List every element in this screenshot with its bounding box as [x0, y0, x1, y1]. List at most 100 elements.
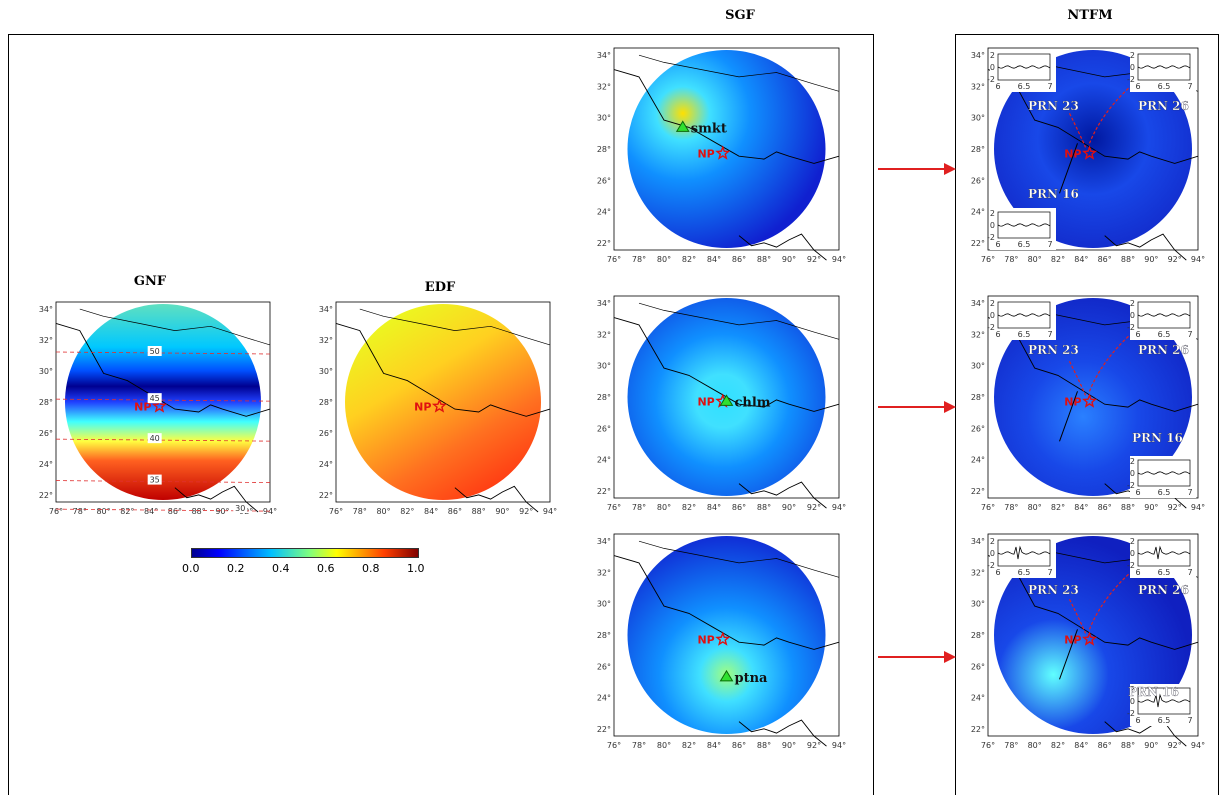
lat-tick-label: 24° [971, 208, 985, 217]
lon-tick-label: 86° [168, 507, 182, 516]
lon-tick-label: 82° [120, 507, 134, 516]
satellite-track [1068, 113, 1087, 148]
epicenter-star [715, 145, 731, 160]
contour-line [55, 438, 271, 442]
inset-background [990, 208, 1056, 250]
border-line [638, 54, 840, 92]
lon-tick-label: 88° [1121, 255, 1135, 264]
lon-tick-label: 76° [607, 741, 621, 750]
inset-x-tick: 7 [1187, 82, 1192, 91]
lon-tick-label: 92° [519, 507, 533, 516]
satellite-track [1059, 391, 1078, 442]
inset-background [1130, 456, 1196, 498]
title-edf: EDF [424, 280, 456, 295]
lat-tick-label: 24° [319, 460, 333, 469]
border-line [638, 540, 840, 578]
inset-y-tick: 2 [990, 299, 995, 308]
inset-y-tick: 0 [990, 311, 995, 320]
satellite-track [1088, 334, 1130, 392]
satellite-track [1059, 629, 1078, 680]
lon-tick-label: 78° [1004, 255, 1018, 264]
inset-x-tick: 6.5 [1018, 240, 1031, 249]
epicenter-star [1081, 393, 1098, 408]
lon-tick-label: 94° [832, 503, 846, 512]
lat-tick-label: 22° [597, 239, 611, 248]
inset-y-tick: 0 [1130, 697, 1135, 706]
map-ntfm-2: 76° 78° 80° 82° 84° 86° 88° 90° 92° 94° 34° 32° 30° 2… [960, 284, 1210, 520]
inset-background [1130, 298, 1196, 340]
title-ntfm: NTFM [1067, 8, 1113, 23]
inset-waveform [1137, 313, 1191, 317]
lat-tick-label: 32° [971, 330, 985, 339]
prn-label: PRN 26 [1138, 583, 1189, 597]
lat-tick-label: 34° [597, 51, 611, 60]
inset-y-tick: 0 [1130, 469, 1135, 478]
inset-waveform [997, 313, 1051, 317]
epicenter-star [715, 631, 731, 646]
lon-tick-label: 90° [782, 741, 796, 750]
lon-tick-label: 86° [732, 741, 746, 750]
epicenter-label: NP [697, 633, 714, 646]
lon-tick-label: 82° [1051, 503, 1065, 512]
lon-tick-label: 90° [1144, 741, 1158, 750]
inset-y-tick: -2 [987, 561, 995, 570]
contour-label: 45 [150, 394, 160, 403]
inset-y-tick: 2 [990, 51, 995, 60]
inset-y-tick: 0 [990, 63, 995, 72]
satellite-track [1088, 572, 1130, 630]
lat-tick-label: 26° [319, 429, 333, 438]
border-line [987, 317, 1199, 412]
inset-x-tick: 6 [1135, 488, 1140, 497]
coastline [454, 485, 539, 513]
lon-tick-label: 90° [495, 507, 509, 516]
contour-label-bg [147, 433, 162, 444]
lat-tick-label: 26° [971, 176, 985, 185]
lat-tick-label: 28° [971, 393, 985, 402]
lon-tick-label: 86° [732, 503, 746, 512]
lon-tick-label: 88° [757, 741, 771, 750]
lon-tick-label: 94° [832, 255, 846, 264]
inset-background [1130, 536, 1196, 578]
inset-background [1130, 50, 1196, 92]
lat-tick-label: 22° [971, 239, 985, 248]
inset-x-tick: 7 [1187, 488, 1192, 497]
lon-tick-label: 94° [1191, 255, 1205, 264]
border-line [335, 322, 551, 417]
map-sgf-ptna: 76° 78° 80° 82° 84° 86° 88° 90° 92° 94° 34° 32° 30° 2… [586, 522, 851, 758]
map-ntfm-1: 76° 78° 80° 82° 84° 86° 88° 90° 92° 94° 34° 32° 30° 2… [960, 36, 1210, 272]
lon-tick-label: 86° [1098, 503, 1112, 512]
inset-y-tick: -2 [987, 323, 995, 332]
lon-tick-label: 84° [1074, 255, 1088, 264]
inset-background [1130, 684, 1196, 726]
colorbar [191, 548, 419, 558]
lat-tick-label: 30° [597, 114, 611, 123]
inset-waveform [1137, 545, 1191, 560]
lat-tick-label: 28° [597, 631, 611, 640]
lon-tick-label: 94° [263, 507, 277, 516]
lat-tick-label: 22° [39, 491, 53, 500]
lat-tick-label: 32° [971, 568, 985, 577]
contour-label: 50 [150, 347, 160, 356]
inset-y-tick: 0 [1130, 63, 1135, 72]
map-ntfm-3: 76° 78° 80° 82° 84° 86° 88° 90° 92° 94° 34° 32° 30° 2… [960, 522, 1210, 758]
arrow-to-ntfm-1 [878, 163, 956, 175]
lat-tick-label: 32° [971, 82, 985, 91]
colorbar-tick-label: 0.4 [272, 562, 290, 575]
lon-tick-label: 80° [1028, 741, 1042, 750]
inset-x-tick: 7 [1187, 716, 1192, 725]
lat-tick-label: 34° [597, 537, 611, 546]
station-triangle [675, 120, 690, 132]
coastline [1104, 233, 1187, 261]
lon-tick-label: 84° [707, 741, 721, 750]
station-label: ptna [735, 671, 769, 686]
epicenter-label: NP [134, 400, 151, 413]
inset-y-tick: -2 [987, 75, 995, 84]
lon-tick-label: 84° [707, 503, 721, 512]
inset-y-tick: 0 [1130, 549, 1135, 558]
colorbar-tick-label: 0.0 [182, 562, 200, 575]
inset-x-tick: 6 [1135, 568, 1140, 577]
station-label: smkt [691, 121, 727, 136]
inset-waveform [1137, 471, 1191, 475]
station-triangle [719, 394, 734, 406]
lon-tick-label: 82° [682, 741, 696, 750]
